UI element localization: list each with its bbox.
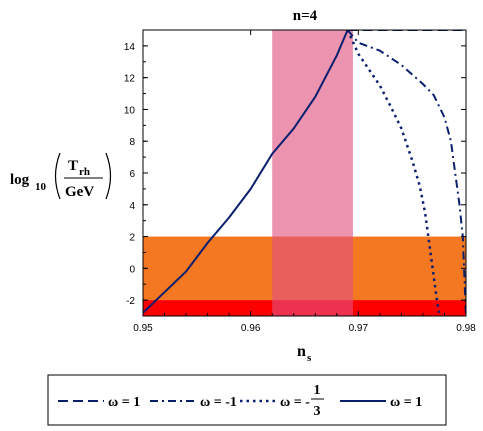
left-paren xyxy=(54,152,61,200)
y-axis-label-prefix-sub: 10 xyxy=(35,181,47,193)
y-tick-label: 4 xyxy=(129,201,135,212)
y-tick-label: 2 xyxy=(129,233,135,244)
x-axis-label: n s xyxy=(297,343,312,364)
y-axis-label-den: GeV xyxy=(65,184,94,200)
y-tick-label: 14 xyxy=(124,42,136,53)
x-tick-label: 0.98 xyxy=(456,323,476,334)
pink-band xyxy=(272,30,353,316)
y-axis-label-num-sub: rh xyxy=(79,166,90,178)
y-tick-label: 10 xyxy=(124,105,136,116)
legend-label-dashdot: ω = -1 xyxy=(200,395,237,410)
legend: ω = 1 ω = -1 ω = - 1 3 ω = 1 xyxy=(47,374,447,426)
legend-label-dotted: ω = - xyxy=(280,395,310,410)
y-tick-label: 8 xyxy=(129,137,135,148)
plot-area: 0.95 0.96 0.97 0.98 -2 0 2 4 6 8 10 12 14 xyxy=(124,29,476,334)
series-omega-minus1-dashdot xyxy=(346,30,466,316)
legend-label-solid: ω = 1 xyxy=(390,395,422,410)
y-axis-label-prefix: log xyxy=(10,172,30,188)
y-tick-label: 12 xyxy=(124,74,136,85)
legend-frac-den: 3 xyxy=(314,404,321,419)
x-tick-label: 0.95 xyxy=(133,323,153,334)
legend-frac-num: 1 xyxy=(314,383,321,398)
x-axis-label-main: n xyxy=(297,343,306,360)
x-tick-label: 0.97 xyxy=(349,323,369,334)
x-tick-label: 0.96 xyxy=(241,323,261,334)
legend-label-dashed: ω = 1 xyxy=(108,395,140,410)
y-tick-label: 6 xyxy=(129,169,135,180)
y-tick-label: 0 xyxy=(129,264,135,275)
right-paren xyxy=(105,152,112,200)
x-axis-label-sub: s xyxy=(307,352,312,364)
y-axis-label-num: T xyxy=(68,158,78,174)
y-axis-label: log 10 T rh GeV xyxy=(10,152,112,200)
series-omega-1-solid xyxy=(143,30,349,314)
chart-title: n=4 xyxy=(293,8,318,24)
y-tick-label: -2 xyxy=(126,296,135,307)
